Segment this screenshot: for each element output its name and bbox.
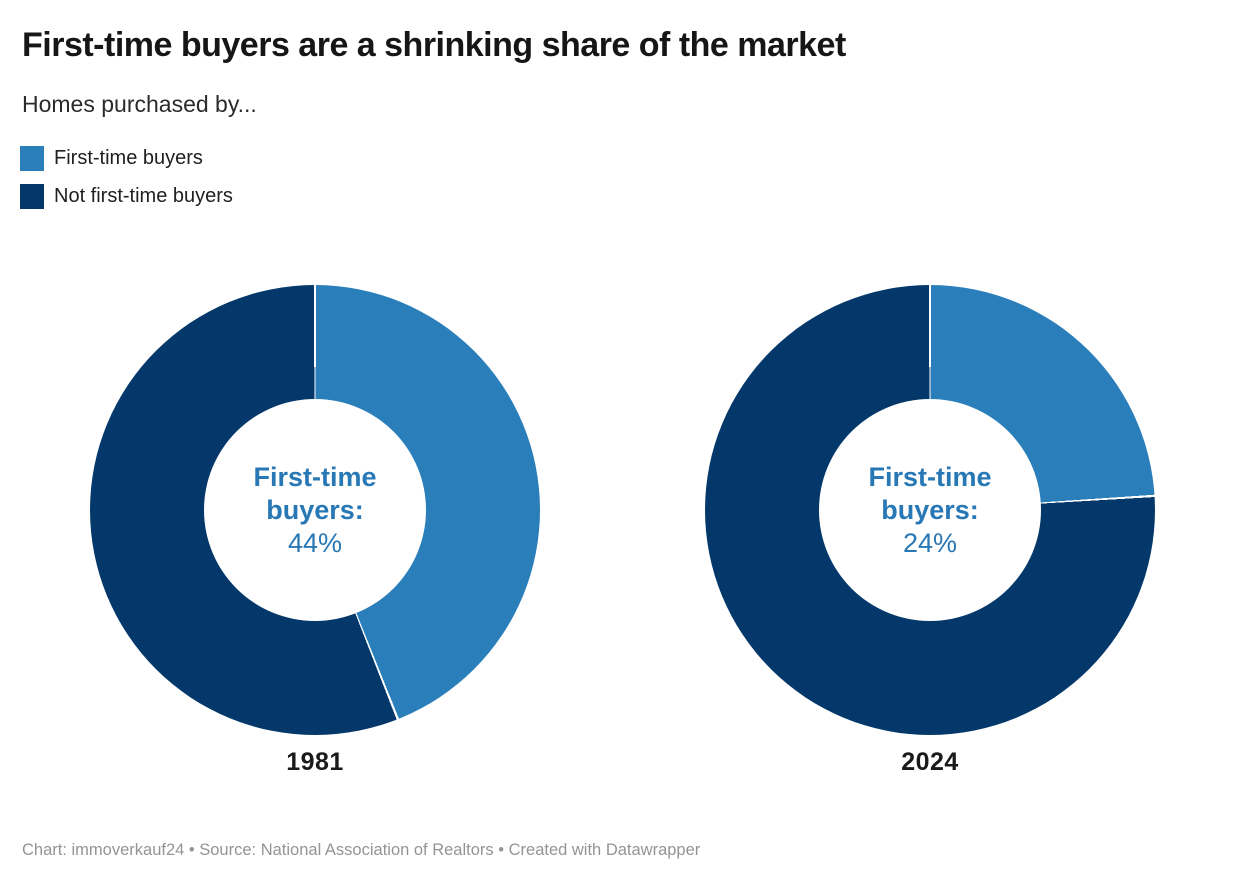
donut-chart-2024: First-time buyers: 24% 2024 [705, 285, 1155, 776]
attribution-footer: Chart: immoverkauf24 • Source: National … [22, 841, 701, 859]
donut-ring-2024: First-time buyers: 24% [705, 285, 1155, 735]
donut-hole-2024: First-time buyers: 24% [819, 399, 1041, 621]
category-label-1981: 1981 [286, 748, 344, 776]
legend-label: Not first-time buyers [54, 185, 233, 207]
donut-ring-1981: First-time buyers: 44% [90, 285, 540, 735]
donut-center-value: 44% [287, 527, 343, 558]
chart-title: First-time buyers are a shrinking share … [22, 26, 846, 64]
donut-hole-1981: First-time buyers: 44% [204, 399, 426, 621]
category-label-2024: 2024 [901, 748, 959, 776]
legend-swatch-icon [20, 184, 44, 209]
legend-item-first-time-buyers: First-time buyers [20, 146, 233, 171]
legend-label: First-time buyers [54, 147, 203, 169]
legend-swatch-icon [20, 146, 44, 171]
donut-chart-1981: First-time buyers: 44% 1981 [90, 285, 540, 776]
chart-subtitle: Homes purchased by... [22, 91, 257, 117]
donut-center-label: First-time buyers: [253, 461, 377, 525]
legend: First-time buyers Not first-time buyers [20, 146, 233, 209]
donut-center-value: 24% [902, 527, 958, 558]
donut-center-label: First-time buyers: [868, 461, 992, 525]
legend-item-not-first-time-buyers: Not first-time buyers [20, 184, 233, 209]
